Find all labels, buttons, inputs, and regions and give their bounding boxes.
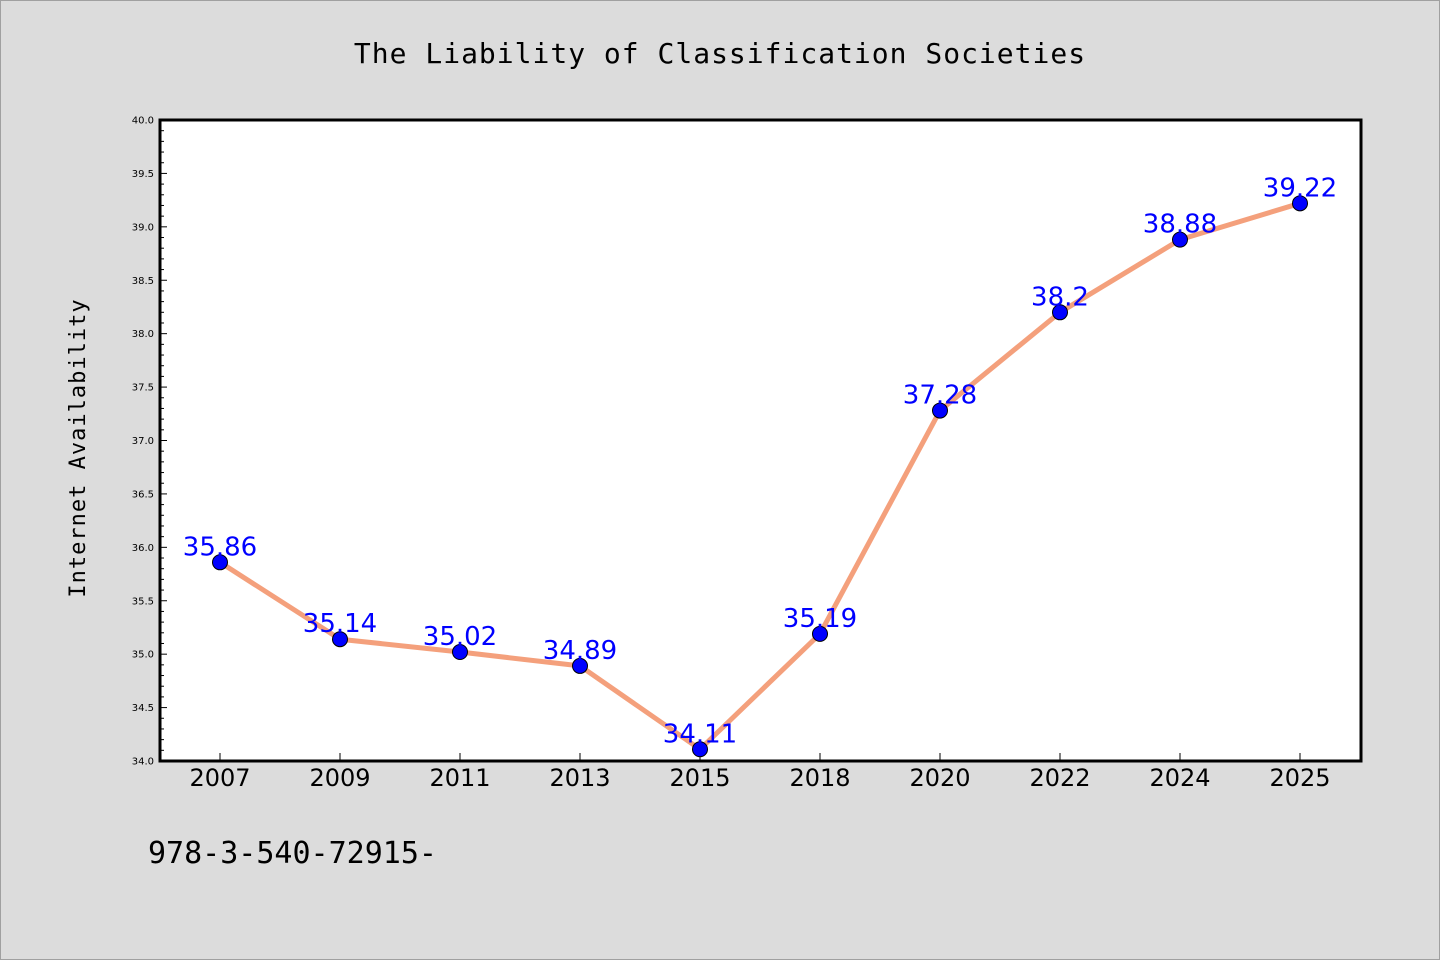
- data-label: 37.28: [903, 381, 977, 411]
- x-tick-label: 2009: [309, 764, 370, 792]
- x-tick-label: 2025: [1269, 764, 1330, 792]
- x-tick-label: 2024: [1149, 764, 1210, 792]
- y-tick-label: 36.5: [132, 489, 154, 500]
- data-label: 35.86: [183, 532, 257, 562]
- y-tick-label: 40.0: [132, 116, 154, 127]
- y-tick-label: 34.0: [132, 757, 154, 768]
- y-tick-label: 39.0: [132, 222, 154, 233]
- y-tick-label: 35.5: [132, 596, 154, 607]
- y-tick-label: 39.5: [132, 169, 154, 180]
- data-label: 39.22: [1263, 173, 1337, 203]
- data-label: 34.11: [663, 719, 737, 749]
- y-tick-label: 37.0: [132, 436, 154, 447]
- y-tick-label: 35.0: [132, 650, 154, 661]
- y-tick-label: 37.5: [132, 383, 154, 394]
- data-label: 35.19: [783, 604, 857, 634]
- data-label: 35.02: [423, 622, 497, 652]
- data-label: 38.88: [1143, 210, 1217, 240]
- x-tick-label: 2013: [549, 764, 610, 792]
- y-tick-label: 36.0: [132, 543, 154, 554]
- x-tick-label: 2007: [189, 764, 250, 792]
- y-tick-label: 38.5: [132, 276, 154, 287]
- y-axis-label: Internet Availability: [66, 298, 91, 597]
- footer-text: 978-3-540-72915-: [148, 836, 437, 871]
- x-tick-label: 2011: [429, 764, 490, 792]
- x-tick-label: 2020: [909, 764, 970, 792]
- x-tick-label: 2015: [669, 764, 730, 792]
- chart-title: The Liability of Classification Societie…: [354, 37, 1086, 70]
- data-label: 34.89: [543, 636, 617, 666]
- x-tick-label: 2018: [789, 764, 850, 792]
- data-label: 35.14: [303, 609, 377, 639]
- y-tick-label: 34.5: [132, 703, 154, 714]
- data-label: 38.2: [1031, 282, 1089, 312]
- y-tick-label: 38.0: [132, 329, 154, 340]
- x-tick-label: 2022: [1029, 764, 1090, 792]
